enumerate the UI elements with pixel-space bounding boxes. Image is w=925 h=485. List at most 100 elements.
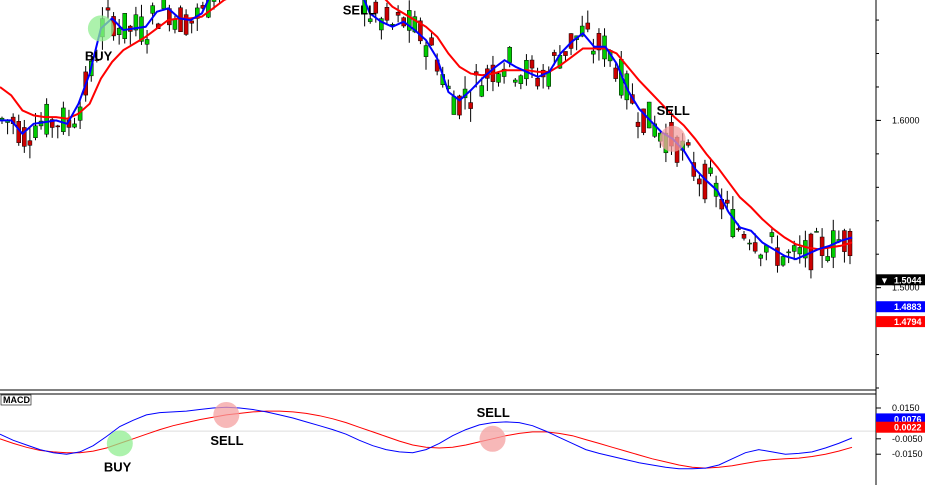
candle-bull xyxy=(814,231,819,233)
candle-bear xyxy=(819,236,825,256)
sell-signal-circle xyxy=(213,401,240,428)
candle-bear xyxy=(22,127,27,147)
signal-label: BUY xyxy=(104,459,132,474)
candle-bull xyxy=(791,245,797,252)
ema-fast-line xyxy=(0,0,853,261)
candle-bear xyxy=(373,1,379,14)
macd-value-badge: 0.0076 xyxy=(894,414,922,424)
signal-label: BUY xyxy=(85,48,113,63)
candle-bear xyxy=(596,33,602,51)
macd-signal-line xyxy=(0,410,853,469)
candle-bull xyxy=(122,13,127,39)
price-tick-label: 1.5000 xyxy=(892,283,920,293)
price-pane: BUY SELL SELL xyxy=(0,0,853,279)
candle-bear xyxy=(725,199,730,204)
candle-bull xyxy=(423,45,429,57)
buy-signal-circle xyxy=(87,15,114,42)
candle-bear xyxy=(384,7,390,21)
candle-bull xyxy=(758,254,763,259)
candle-bull xyxy=(479,85,485,97)
candle-bear xyxy=(49,119,55,128)
candle-bull xyxy=(451,96,457,115)
ema-slow-line xyxy=(0,0,853,251)
candle-bull xyxy=(825,256,830,261)
macd-tick-label: -0.0050 xyxy=(892,434,923,444)
candle-bull xyxy=(769,232,775,237)
candle-bull xyxy=(150,5,155,14)
candle-bear xyxy=(741,234,747,239)
ema-fast-badge-bg xyxy=(876,301,925,313)
macd-tick-label: -0.0150 xyxy=(892,449,923,459)
candle-bear xyxy=(613,67,618,79)
ema-fast-badge: 1.4883 xyxy=(894,302,922,312)
candle-bull xyxy=(367,18,373,22)
candle-bull xyxy=(412,16,418,33)
candle-bear xyxy=(105,7,111,11)
candle-bull xyxy=(518,75,524,84)
candle-bear xyxy=(94,59,100,61)
candle-bull xyxy=(730,209,736,237)
moving-averages-layer xyxy=(0,0,853,261)
candle-bear xyxy=(468,102,473,109)
candle-bull xyxy=(797,247,803,255)
last-price-arrow: ▼ xyxy=(880,275,889,285)
candle-bear xyxy=(395,12,401,16)
signal-label: SELL xyxy=(477,405,510,420)
candle-bear xyxy=(55,125,61,128)
macd-signal-markers: BUY SELL SELL xyxy=(104,401,510,474)
candle-bear xyxy=(457,95,462,116)
macd-signal-badge-bg xyxy=(876,421,925,433)
candle-bull xyxy=(780,256,786,266)
candle-bear xyxy=(529,59,535,69)
candle-bull xyxy=(546,71,551,87)
candle-bull xyxy=(362,0,367,14)
ema-slow-badge: 1.4794 xyxy=(894,317,922,327)
candle-bull xyxy=(591,50,596,55)
last-price-badge: 1.5044 xyxy=(894,275,922,285)
candle-bull xyxy=(501,68,507,77)
candle-bull xyxy=(803,240,808,259)
candle-bull xyxy=(747,242,752,245)
candle-bear xyxy=(183,14,189,35)
candle-bull xyxy=(33,125,38,138)
candle-bull xyxy=(133,14,139,31)
candle-bull xyxy=(44,103,49,135)
candle-bull xyxy=(379,18,384,31)
candle-bear xyxy=(641,108,646,133)
price-signal-markers: BUY SELL SELL xyxy=(85,3,690,152)
candle-bull xyxy=(211,0,217,2)
candle-bear xyxy=(27,140,33,146)
signal-label: SELL xyxy=(210,433,243,448)
candle-bull xyxy=(507,46,512,63)
candle-bull xyxy=(513,79,518,83)
candle-bear xyxy=(685,142,691,146)
candle-bull xyxy=(139,16,144,42)
candle-bull xyxy=(61,107,66,132)
candle-bear xyxy=(552,52,557,56)
macd-title-box xyxy=(0,394,32,406)
sell-signal-circle xyxy=(479,425,506,452)
candle-bear xyxy=(563,51,568,56)
candle-bull xyxy=(72,123,77,128)
last-price-badge-bg xyxy=(876,274,925,286)
macd-value-badge-bg xyxy=(876,413,925,425)
macd-main-line xyxy=(0,406,853,470)
signal-label: SELL xyxy=(657,103,690,118)
candle-bear xyxy=(585,22,591,30)
candle-bull xyxy=(786,251,791,254)
macd-title: MACD xyxy=(3,395,30,405)
macd-lines-layer xyxy=(0,406,876,470)
candle-bull xyxy=(161,0,167,9)
macd-tick-label: 0.0150 xyxy=(892,403,920,413)
candle-bear xyxy=(736,228,741,230)
macd-signal-badge: 0.0022 xyxy=(894,423,922,433)
candle-bull xyxy=(144,39,150,45)
sell-signal-circle xyxy=(659,125,686,152)
candle-bear xyxy=(752,242,758,252)
candle-bear xyxy=(535,77,540,87)
macd-pane: MACD BUY SELL SELL xyxy=(0,394,876,474)
ema-slow-badge-bg xyxy=(876,316,925,328)
candle-bear xyxy=(697,178,702,185)
candle-bull xyxy=(646,101,652,129)
